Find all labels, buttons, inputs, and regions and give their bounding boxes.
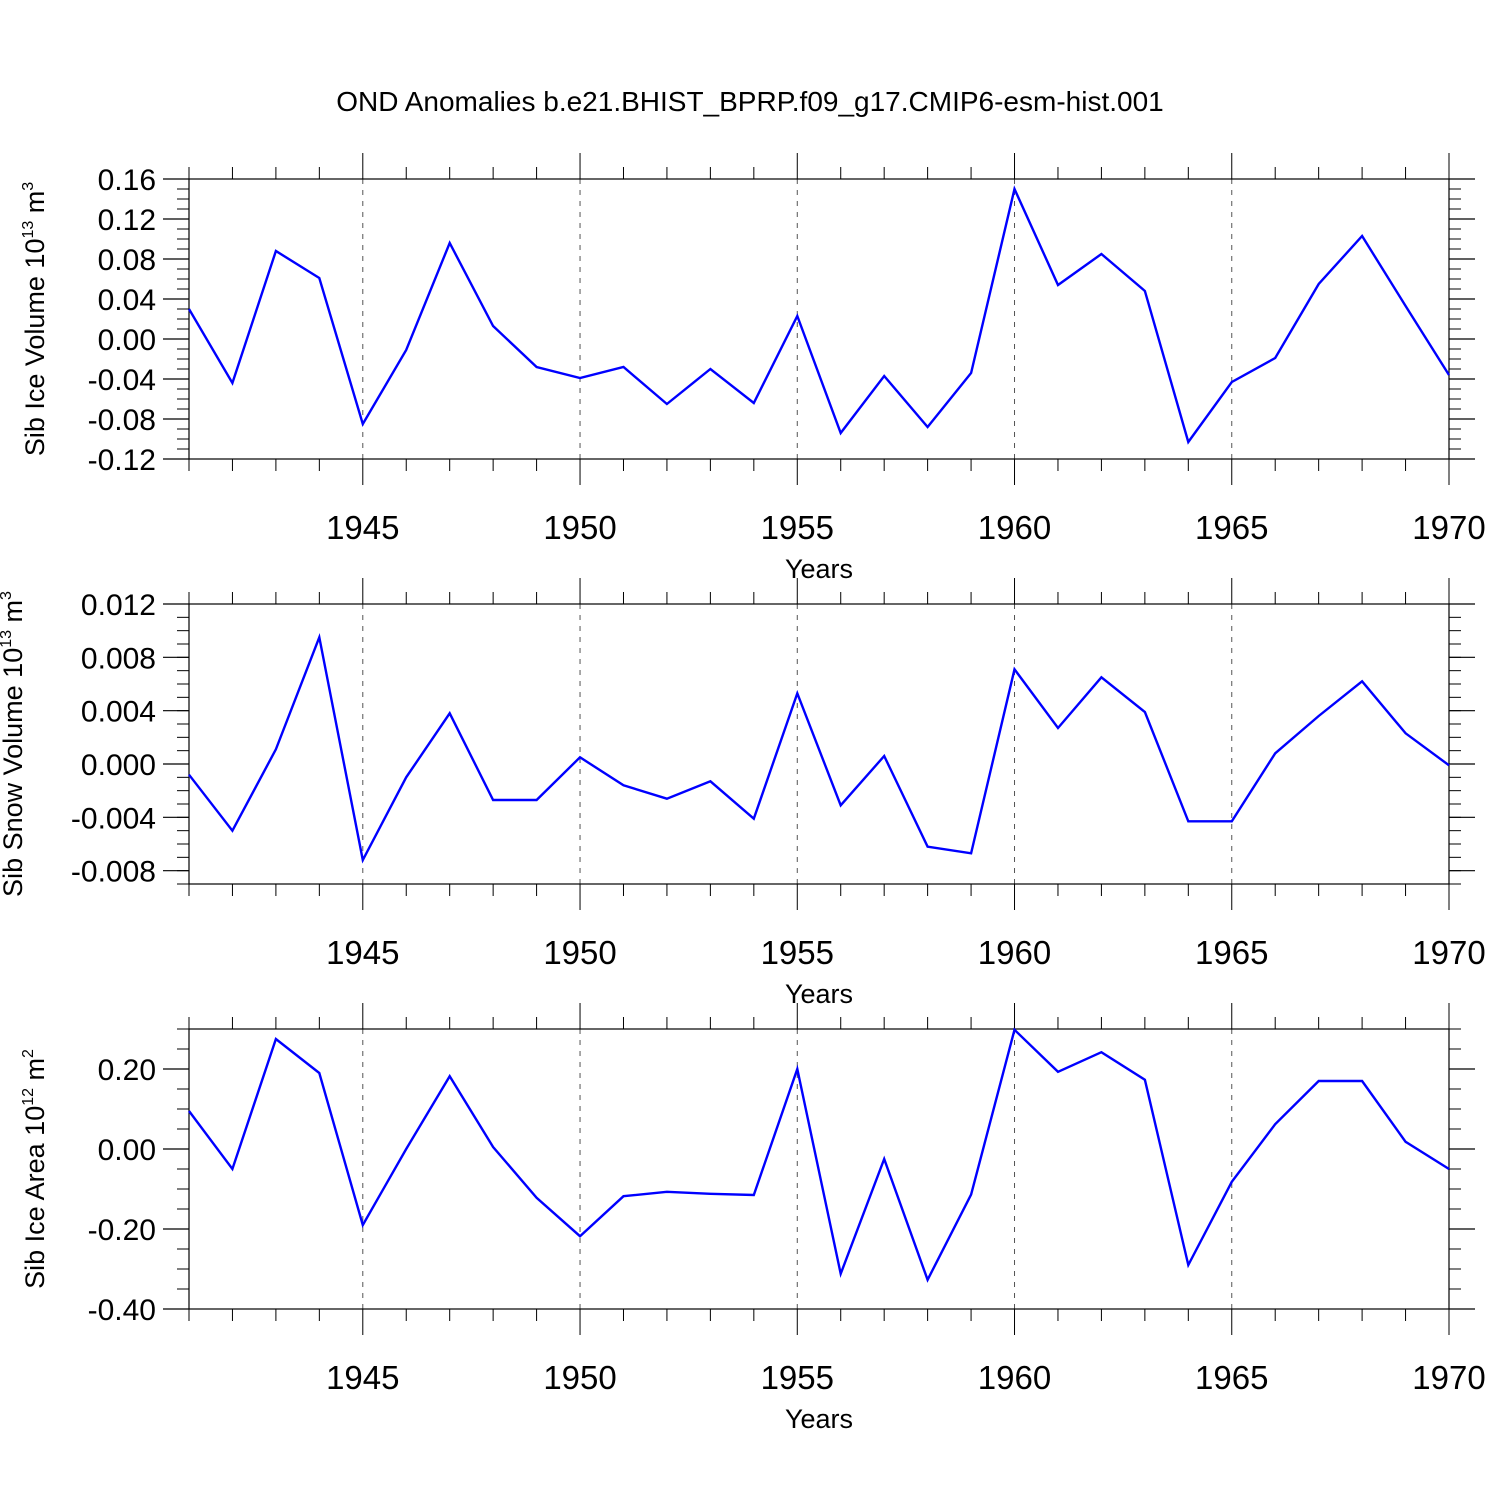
x-axis-title: Years [785, 979, 853, 1009]
y-tick-label: -0.004 [71, 802, 156, 835]
panel-snow-volume: -0.008 -0.004 0.000 0.004 0.008 0.012 1945 1950… [0, 578, 1486, 1009]
panel-ice-area: -0.40 -0.20 0.00 0.20 1945 1950 1955 1960 1965 19… [20, 1003, 1486, 1434]
series-line [187, 185, 1451, 445]
series-line [188, 632, 1450, 864]
x-tick-label: 1950 [543, 934, 616, 971]
plot-frame [188, 603, 1450, 885]
plot-frame [188, 178, 1450, 460]
y-tick-label: -0.08 [88, 404, 156, 437]
y-tick-label: 0.012 [81, 589, 156, 622]
x-tick-label: 1945 [326, 934, 399, 971]
y-tick-label: 0.16 [98, 164, 156, 197]
x-tick-label: 1965 [1195, 1359, 1268, 1396]
x-tick-label: 1965 [1195, 934, 1268, 971]
x-tick-label: 1970 [1412, 934, 1485, 971]
y-tick-label: 0.04 [98, 284, 156, 317]
series-line [188, 1027, 1450, 1283]
y-axis-title: Sib Snow Volume 1013 m3 [0, 591, 28, 897]
x-axis-title: Years [785, 1404, 853, 1434]
chart-title: OND Anomalies b.e21.BHIST_BPRP.f09_g17.C… [336, 86, 1164, 117]
x-tick-label: 1960 [978, 934, 1051, 971]
x-tick-label: 1945 [326, 509, 399, 546]
panel-ice-volume: -0.12 -0.08 -0.04 0.00 0.04 0.08 0.12 0.16 1945 1… [20, 153, 1486, 584]
x-tick-label: 1960 [978, 1359, 1051, 1396]
x-tick-label: 1955 [761, 509, 834, 546]
x-tick-label: 1965 [1195, 509, 1268, 546]
x-tick-label: 1955 [761, 1359, 834, 1396]
x-tick-label: 1945 [326, 1359, 399, 1396]
x-tick-label: 1970 [1412, 1359, 1485, 1396]
y-tick-label: 0.004 [81, 696, 156, 729]
y-tick-label: 0.00 [98, 324, 156, 357]
y-tick-label: 0.000 [81, 749, 156, 782]
y-tick-label: -0.04 [88, 364, 156, 397]
y-tick-label: 0.00 [98, 1134, 156, 1167]
y-axis-title: Sib Ice Area 1012 m2 [20, 1049, 50, 1289]
x-tick-label: 1950 [543, 1359, 616, 1396]
x-tick-label: 1970 [1412, 509, 1485, 546]
y-tick-label: -0.40 [88, 1294, 156, 1327]
y-axis-title: Sib Ice Volume 1013 m3 [20, 182, 50, 456]
y-tick-label: 0.08 [98, 244, 156, 277]
x-tick-label: 1955 [761, 934, 834, 971]
y-tick-label: 0.008 [81, 642, 156, 675]
x-axis-title: Years [785, 554, 853, 584]
y-tick-label: -0.008 [71, 856, 156, 889]
y-tick-label: 0.20 [98, 1054, 156, 1087]
y-tick-label: -0.12 [88, 444, 156, 477]
y-tick-label: -0.20 [88, 1214, 156, 1247]
x-tick-label: 1960 [978, 509, 1051, 546]
y-tick-label: 0.12 [98, 204, 156, 237]
x-tick-label: 1950 [543, 509, 616, 546]
